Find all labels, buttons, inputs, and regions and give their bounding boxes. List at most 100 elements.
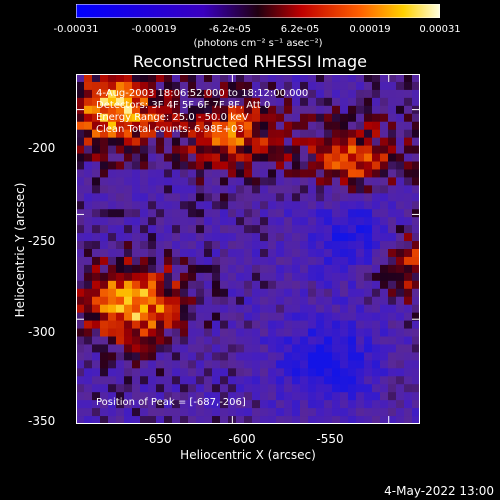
heatmap-cell xyxy=(292,105,301,115)
heatmap-cell xyxy=(396,328,405,337)
heatmap-cell xyxy=(348,264,357,274)
heatmap-cell xyxy=(188,416,197,424)
heatmap-cell xyxy=(180,360,189,369)
heatmap-cell xyxy=(388,113,397,123)
heatmap-cell xyxy=(340,137,349,146)
heatmap-cell xyxy=(196,233,205,242)
heatmap-cell xyxy=(108,352,117,361)
heatmap-cell xyxy=(284,113,293,123)
heatmap-cell xyxy=(116,249,125,258)
heatmap-cell xyxy=(236,129,245,139)
heatmap-cell xyxy=(172,360,181,369)
heatmap-cell xyxy=(132,81,141,91)
heatmap-cell xyxy=(316,193,325,202)
heatmap-cell xyxy=(412,217,420,226)
heatmap-cell xyxy=(84,74,93,83)
heatmap-cell xyxy=(316,81,325,91)
heatmap-cell xyxy=(228,264,237,274)
heatmap-cell xyxy=(76,296,85,306)
heatmap-cell xyxy=(236,153,245,162)
heatmap-cell xyxy=(252,272,261,282)
heatmap-cell xyxy=(292,272,301,282)
heatmap-cell xyxy=(284,201,293,210)
heatmap-cell xyxy=(100,360,109,369)
heatmap-cell xyxy=(228,169,237,178)
heatmap-cell xyxy=(252,352,261,361)
heatmap-cell xyxy=(132,352,141,361)
heatmap-cell xyxy=(380,352,389,361)
heatmap-cell xyxy=(180,217,189,226)
heatmap-cell xyxy=(260,201,269,210)
heatmap-cell xyxy=(396,344,405,353)
heatmap-cell xyxy=(92,113,101,123)
heatmap-cell xyxy=(116,288,125,298)
heatmap-cell xyxy=(84,89,93,99)
heatmap-cell xyxy=(244,193,253,202)
heatmap-cell xyxy=(92,408,101,417)
heatmap-cell xyxy=(268,344,277,353)
heatmap-cell xyxy=(340,121,349,131)
heatmap-cell xyxy=(316,145,325,154)
heatmap-cell xyxy=(372,137,381,146)
heatmap-cell xyxy=(212,209,221,218)
heatmap-cell xyxy=(220,320,229,329)
heatmap-cell xyxy=(220,169,229,178)
heatmap-cell xyxy=(412,201,420,210)
heatmap-cell xyxy=(252,153,261,162)
heatmap-cell xyxy=(156,408,165,417)
heatmap-cell xyxy=(212,264,221,274)
heatmap-cell xyxy=(252,376,261,385)
heatmap-cell xyxy=(348,352,357,361)
heatmap-cell xyxy=(76,304,85,314)
heatmap-cell xyxy=(108,408,117,417)
heatmap-cell xyxy=(252,408,261,417)
heatmap-cell xyxy=(84,376,93,385)
heatmap-cell xyxy=(340,384,349,393)
heatmap-cell xyxy=(244,344,253,353)
heatmap-cell xyxy=(204,105,213,115)
heatmap-cell xyxy=(148,153,157,162)
heatmap-cell xyxy=(220,256,229,266)
heatmap-cell xyxy=(308,74,317,83)
heatmap-cell xyxy=(164,145,173,154)
heatmap-cell xyxy=(188,209,197,218)
heatmap-cell xyxy=(172,169,181,178)
heatmap-cell xyxy=(100,153,109,162)
heatmap-cell xyxy=(76,169,85,178)
heatmap-cell xyxy=(124,209,133,218)
heatmap-cell xyxy=(340,177,349,186)
heatmap-cell xyxy=(308,217,317,226)
heatmap-cell xyxy=(340,360,349,369)
heatmap-cell xyxy=(188,280,197,290)
heatmap-cell xyxy=(220,352,229,361)
heatmap-cell xyxy=(364,320,373,329)
heatmap-cell xyxy=(180,177,189,186)
heatmap-cell xyxy=(244,241,253,250)
heatmap-cell xyxy=(332,352,341,361)
heatmap-cell xyxy=(84,137,93,146)
heatmap-cell xyxy=(300,105,309,115)
heatmap-cell xyxy=(212,169,221,178)
heatmap-cell xyxy=(124,256,133,266)
heatmap-cell xyxy=(148,344,157,353)
heatmap-cell xyxy=(76,185,85,194)
heatmap-cell xyxy=(332,177,341,186)
heatmap-cell xyxy=(244,336,253,345)
heatmap-cell xyxy=(412,113,420,123)
heatmap-cell xyxy=(364,121,373,131)
heatmap-cell xyxy=(140,249,149,258)
heatmap-cell xyxy=(340,400,349,409)
heatmap-cell xyxy=(132,272,141,282)
heatmap-cell xyxy=(196,360,205,369)
heatmap-cell xyxy=(148,209,157,218)
heatmap-cell xyxy=(388,256,397,266)
heatmap-cell xyxy=(260,145,269,154)
heatmap-cell xyxy=(124,368,133,377)
heatmap-cell xyxy=(92,169,101,178)
heatmap-cell xyxy=(316,376,325,385)
heatmap-cell xyxy=(276,74,285,83)
heatmap-cell xyxy=(76,408,85,417)
heatmap-cell xyxy=(276,400,285,409)
heatmap-cell xyxy=(108,320,117,329)
heatmap-cell xyxy=(276,129,285,139)
